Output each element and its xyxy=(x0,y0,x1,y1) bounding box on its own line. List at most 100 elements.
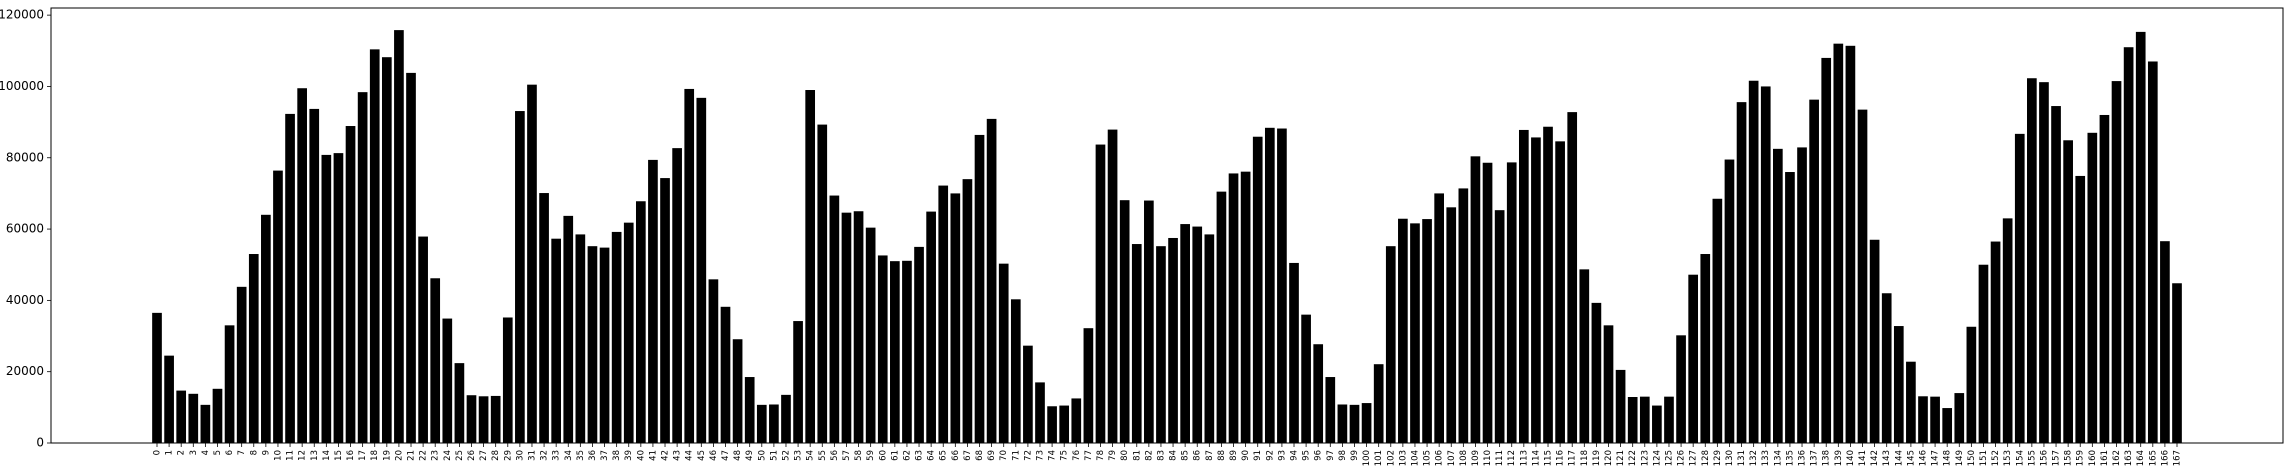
bar-129 xyxy=(1712,198,1723,443)
bar-77 xyxy=(1083,328,1094,443)
bar-15 xyxy=(333,153,344,443)
bar-120 xyxy=(1603,325,1614,443)
x-tick-label-18: 18 xyxy=(370,450,380,461)
x-tick-label-49: 49 xyxy=(745,450,755,461)
x-tick-label-28: 28 xyxy=(491,450,501,461)
bar-11 xyxy=(285,113,295,444)
x-tick-label-13: 13 xyxy=(310,450,320,461)
bar-95 xyxy=(1301,314,1311,443)
bar-100 xyxy=(1361,403,1372,443)
bar-64 xyxy=(926,211,936,443)
x-tick-label-143: 143 xyxy=(1882,450,1892,466)
bar-48 xyxy=(732,339,743,443)
x-tick-label-120: 120 xyxy=(1604,450,1614,466)
x-tick-label-79: 79 xyxy=(1108,450,1118,461)
bar-26 xyxy=(466,395,477,443)
bar-21 xyxy=(406,72,416,443)
x-tick-label-160: 160 xyxy=(2088,450,2098,466)
y-tick-label-20000: 20000 xyxy=(6,364,44,378)
x-tick-label-33: 33 xyxy=(552,450,562,461)
bar-98 xyxy=(1337,404,1348,443)
bar-156 xyxy=(2039,82,2049,443)
x-tick-label-137: 137 xyxy=(1810,450,1820,466)
bar-47 xyxy=(720,306,731,443)
x-tick-label-84: 84 xyxy=(1169,450,1179,461)
bar-63 xyxy=(914,246,924,443)
bar-167 xyxy=(2172,283,2182,443)
bar-31 xyxy=(527,84,537,443)
bar-136 xyxy=(1797,147,1807,443)
bar-164 xyxy=(2135,31,2146,443)
x-tick-label-63: 63 xyxy=(915,450,925,461)
bar-155 xyxy=(2027,78,2037,444)
bar-102 xyxy=(1385,246,1396,443)
bar-116 xyxy=(1555,141,1565,443)
bar-24 xyxy=(442,318,453,443)
x-tick-label-57: 57 xyxy=(842,450,852,461)
bar-1 xyxy=(164,355,174,443)
x-tick-label-17: 17 xyxy=(358,450,368,461)
bar-122 xyxy=(1627,397,1638,443)
bar-6 xyxy=(224,325,235,443)
bar-138 xyxy=(1821,57,1832,444)
x-tick-label-31: 31 xyxy=(527,450,537,461)
bar-22 xyxy=(418,236,428,443)
bar-10 xyxy=(273,170,283,443)
bar-34 xyxy=(563,215,574,443)
x-tick-label-68: 68 xyxy=(975,450,985,461)
x-tick-label-95: 95 xyxy=(1302,450,1312,461)
x-tick-label-94: 94 xyxy=(1290,450,1300,461)
x-tick-label-138: 138 xyxy=(1822,450,1832,466)
x-tick-label-91: 91 xyxy=(1253,450,1263,461)
x-tick-label-14: 14 xyxy=(322,450,332,461)
bar-146 xyxy=(1918,396,1928,443)
bar-112 xyxy=(1506,162,1517,443)
x-tick-label-52: 52 xyxy=(781,450,791,461)
bar-126 xyxy=(1676,335,1686,443)
x-tick-label-121: 121 xyxy=(1616,450,1626,466)
x-tick-label-151: 151 xyxy=(1979,450,1989,466)
bar-131 xyxy=(1736,102,1747,443)
bar-159 xyxy=(2075,175,2086,443)
bar-114 xyxy=(1531,137,1541,443)
x-tick-label-129: 129 xyxy=(1713,450,1723,466)
bar-158 xyxy=(2063,140,2073,443)
bar-139 xyxy=(1833,43,1844,443)
x-tick-label-130: 130 xyxy=(1725,450,1735,466)
bar-12 xyxy=(297,88,307,443)
x-tick-label-61: 61 xyxy=(890,450,900,461)
bar-50 xyxy=(756,404,767,443)
bar-35 xyxy=(575,234,586,443)
x-tick-label-20: 20 xyxy=(394,450,404,461)
bar-105 xyxy=(1422,219,1432,443)
x-tick-label-164: 164 xyxy=(2136,450,2146,466)
bar-18 xyxy=(369,49,380,444)
x-tick-label-38: 38 xyxy=(612,450,622,461)
x-tick-label-157: 157 xyxy=(2052,450,2062,466)
bar-86 xyxy=(1192,226,1203,443)
x-tick-label-59: 59 xyxy=(866,450,876,461)
x-tick-label-44: 44 xyxy=(685,450,695,461)
bar-163 xyxy=(2123,47,2134,443)
x-tick-label-78: 78 xyxy=(1096,450,1106,461)
bar-118 xyxy=(1579,269,1590,443)
x-tick-label-96: 96 xyxy=(1314,450,1324,461)
bar-109 xyxy=(1470,156,1481,443)
x-tick-label-53: 53 xyxy=(794,450,804,461)
x-tick-label-81: 81 xyxy=(1132,450,1142,461)
x-tick-label-40: 40 xyxy=(636,450,646,461)
x-tick-label-161: 161 xyxy=(2100,450,2110,466)
x-tick-label-108: 108 xyxy=(1459,450,1469,466)
y-tick-label-80000: 80000 xyxy=(6,150,44,164)
bar-9 xyxy=(261,214,271,443)
bar-58 xyxy=(853,211,864,443)
bar-124 xyxy=(1652,405,1662,443)
bar-91 xyxy=(1252,136,1263,443)
bar-92 xyxy=(1264,127,1275,444)
bar-119 xyxy=(1591,302,1602,443)
x-tick-label-139: 139 xyxy=(1834,450,1844,466)
x-tick-label-134: 134 xyxy=(1773,450,1783,466)
x-tick-label-5: 5 xyxy=(213,450,223,455)
x-tick-label-102: 102 xyxy=(1386,450,1396,466)
x-tick-label-140: 140 xyxy=(1846,450,1856,466)
